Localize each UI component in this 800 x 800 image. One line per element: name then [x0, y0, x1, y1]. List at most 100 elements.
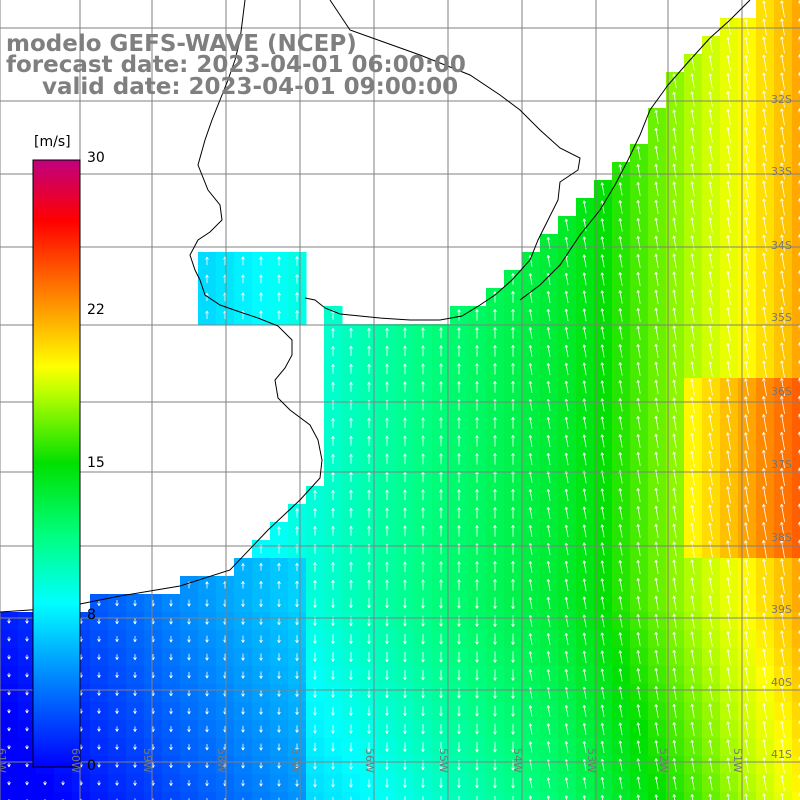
wind-arrow	[780, 738, 785, 755]
wind-arrow	[636, 217, 641, 232]
wind-arrow	[780, 539, 785, 558]
wind-arrow	[690, 559, 695, 575]
wind-arrow	[367, 598, 371, 609]
wind-arrow	[475, 417, 479, 429]
wind-arrow	[367, 742, 371, 752]
wind-arrow	[511, 525, 515, 537]
wind-arrow	[439, 705, 443, 717]
wind-arrow	[672, 271, 677, 287]
wind-arrow	[259, 563, 263, 571]
wind-arrow	[386, 796, 388, 800]
wind-arrow	[349, 742, 353, 752]
wind-arrow	[475, 633, 479, 645]
wind-arrow	[762, 648, 767, 666]
wind-arrow	[7, 636, 11, 642]
wind-arrow	[475, 435, 479, 447]
wind-arrow	[295, 599, 299, 608]
wind-arrow	[672, 181, 677, 197]
wind-cell	[792, 486, 800, 505]
wind-arrow	[780, 431, 785, 450]
wind-arrow	[493, 723, 497, 735]
wind-arrow	[331, 634, 335, 644]
wind-arrow	[385, 652, 389, 663]
wind-arrow	[421, 507, 425, 519]
wind-arrow	[762, 450, 767, 468]
wind-arrow	[780, 377, 785, 396]
wind-arrow	[708, 343, 713, 359]
wind-arrow	[618, 434, 623, 448]
wind-arrow	[690, 739, 695, 754]
wind-arrow	[439, 724, 443, 735]
wind-arrow	[205, 653, 209, 661]
longitude-label: 54W	[511, 748, 524, 773]
wind-arrow	[672, 307, 677, 323]
wind-arrow	[367, 417, 371, 428]
wind-arrow	[708, 540, 713, 558]
wind-arrow	[780, 270, 785, 288]
wind-arrow	[277, 689, 281, 697]
wind-arrow	[115, 672, 119, 678]
wind-arrow	[331, 670, 335, 680]
wind-arrow	[439, 381, 443, 393]
wind-cell	[216, 792, 235, 800]
wind-cell	[792, 108, 800, 127]
wind-arrow	[708, 378, 713, 396]
wind-arrow	[205, 581, 209, 589]
wind-arrow	[493, 363, 497, 375]
wind-arrow	[170, 798, 172, 800]
wind-arrow	[331, 436, 335, 446]
wind-arrow	[762, 306, 767, 324]
wind-arrow	[259, 689, 263, 697]
wind-arrow	[476, 796, 478, 800]
wind-arrow	[726, 595, 731, 611]
longitude-label: 52W	[657, 748, 670, 773]
wind-arrow	[367, 670, 371, 680]
wind-arrow	[708, 595, 713, 611]
wind-arrow	[582, 704, 587, 717]
wind-arrow	[546, 452, 551, 465]
wind-arrow	[295, 274, 299, 284]
wind-arrow	[636, 758, 641, 772]
wind-arrow	[762, 54, 767, 72]
longitude-label: 53W	[585, 748, 598, 773]
wind-arrow	[385, 345, 389, 357]
wind-arrow	[349, 507, 353, 518]
wind-arrow	[493, 489, 497, 501]
wind-arrow	[349, 327, 353, 338]
wind-arrow	[205, 689, 209, 697]
wind-arrow	[349, 453, 353, 464]
wind-arrow	[511, 435, 515, 447]
wind-arrow	[654, 595, 659, 611]
wind-arrow	[618, 614, 623, 628]
wind-arrow	[331, 382, 335, 392]
wind-arrow	[564, 452, 569, 466]
wind-arrow	[511, 741, 515, 753]
wind-arrow	[475, 363, 479, 375]
wind-arrow	[672, 325, 677, 341]
wind-arrow	[690, 235, 695, 251]
wind-arrow	[528, 723, 533, 735]
wind-arrow	[277, 562, 281, 571]
wind-arrow	[440, 796, 442, 800]
wind-arrow	[600, 200, 605, 214]
wind-arrow	[512, 795, 514, 800]
wind-arrow	[744, 594, 749, 611]
wind-arrow	[564, 506, 569, 520]
wind-arrow	[493, 309, 497, 321]
wind-arrow	[690, 721, 695, 737]
wind-arrow	[385, 453, 389, 465]
wind-arrow	[744, 270, 749, 287]
wind-arrow	[475, 489, 479, 501]
wind-arrow	[511, 345, 515, 357]
wind-arrow	[511, 669, 515, 681]
wind-arrow	[636, 181, 641, 196]
wind-arrow	[205, 707, 209, 715]
wind-arrow	[780, 774, 785, 791]
wind-arrow	[636, 361, 641, 376]
wind-arrow	[600, 506, 605, 520]
wind-arrow	[690, 91, 695, 107]
wind-arrow	[780, 576, 785, 594]
wind-arrow	[672, 487, 677, 503]
wind-arrow	[25, 744, 29, 750]
wind-arrow	[600, 326, 605, 340]
